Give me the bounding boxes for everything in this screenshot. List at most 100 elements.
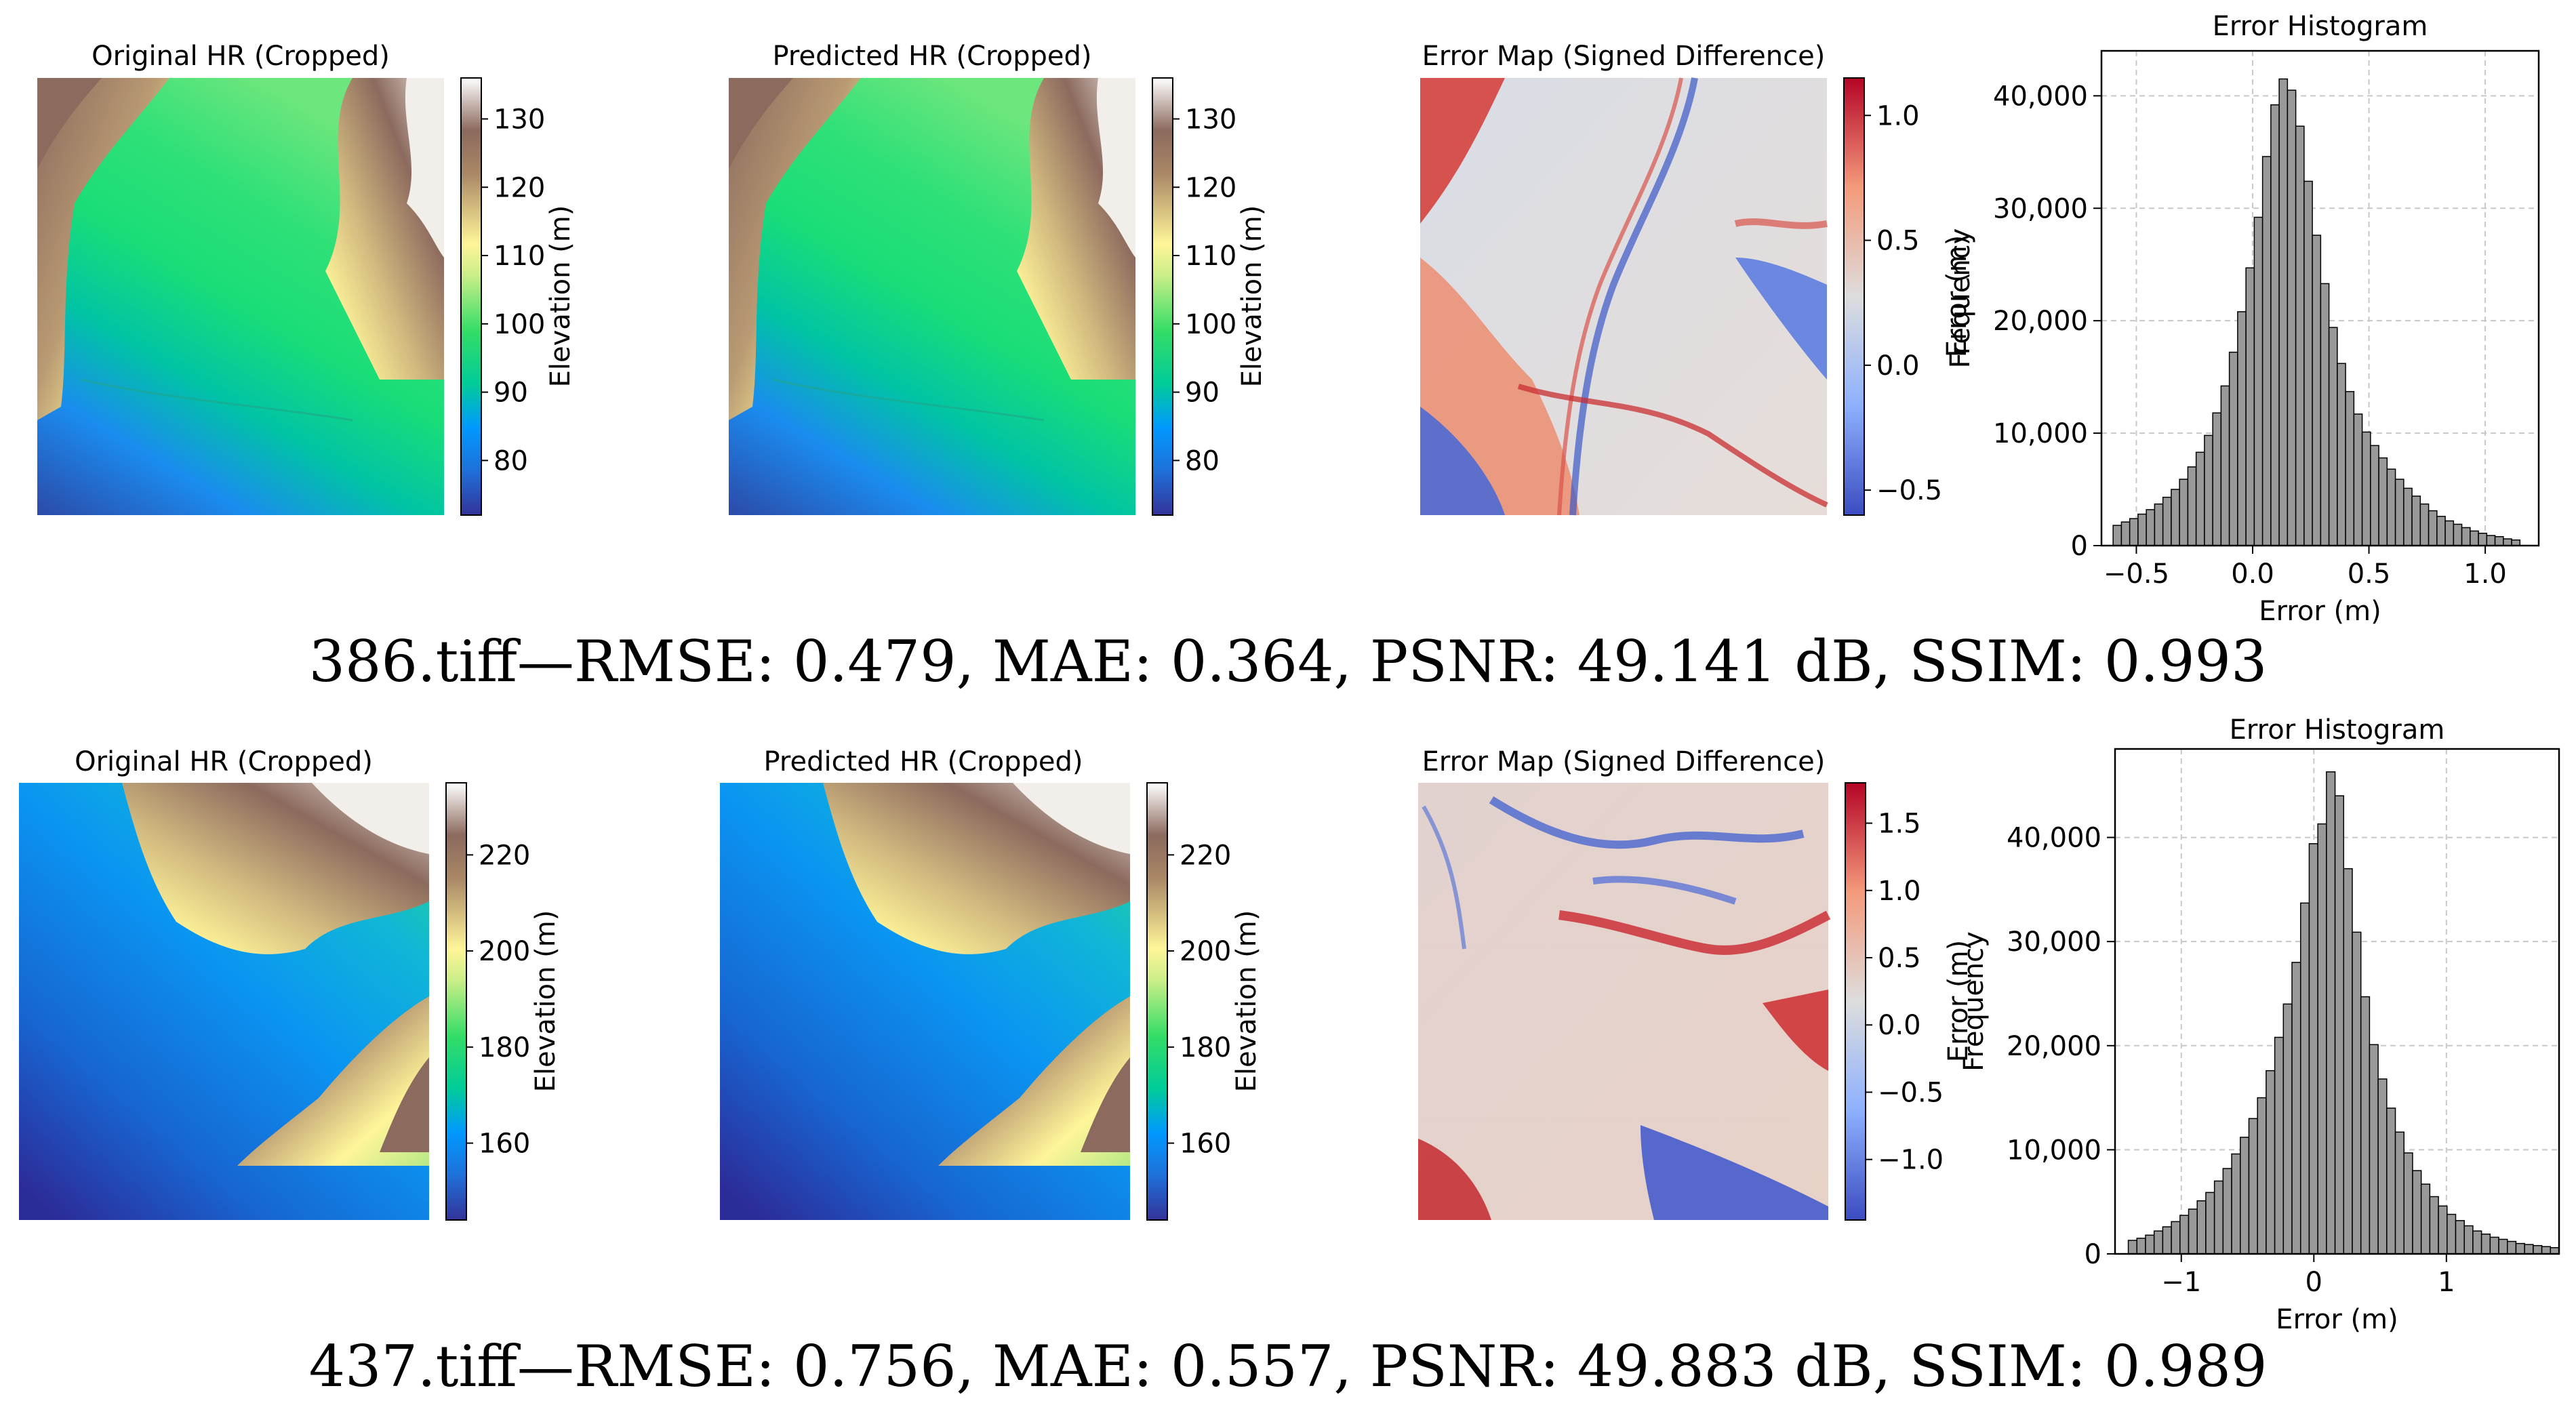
histogram-bar [2455, 1220, 2465, 1255]
plot-frame [2100, 49, 2540, 547]
histogram-bar [2386, 1107, 2396, 1255]
histogram-bar [2136, 1238, 2146, 1255]
y-tick-label: 0 [2071, 531, 2088, 562]
row1-error-colorbar-label: Error (m) [1941, 235, 1973, 357]
row1-predicted-colorbar: Elevation (m) [1152, 77, 1268, 516]
colorbar-tick-label: 200 [479, 936, 530, 967]
row2-caption: 437.tiff—RMSE: 0.756, MAE: 0.557, PSNR: … [309, 1333, 2268, 1400]
histogram-bar [2494, 535, 2504, 546]
histogram-bar [2303, 180, 2313, 546]
colorbar-tick-label: −1.0 [1878, 1145, 1944, 1176]
histogram-bar [2253, 216, 2263, 546]
histogram-bar [2248, 1118, 2258, 1255]
histogram-bar [2412, 1170, 2422, 1255]
colorbar-ticks-4: 160 180 200 220 [1167, 840, 1231, 1160]
colorbar-ticks-2: −0.5 0.0 0.5 1.0 [1864, 100, 1942, 506]
colorbar-tick-label: 90 [494, 378, 528, 409]
histogram-bar [2261, 156, 2272, 546]
colorbar-ticks-1: 80 90 100 110 120 130 [1173, 104, 1236, 476]
histogram-bar [2137, 513, 2147, 546]
colorbar-tick-label: 1.5 [1878, 809, 1921, 840]
histogram-bar [2337, 363, 2346, 546]
histogram-bar [2162, 1226, 2172, 1255]
histogram-bar [2196, 1200, 2207, 1255]
histogram-bar [2461, 527, 2471, 546]
x-tick-label: 0.0 [2231, 558, 2274, 590]
row2-predicted-colorbar-label: Elevation (m) [1231, 910, 1262, 1093]
colorbar-tick-label: 220 [479, 840, 530, 871]
colorbar-tick-label: 0.5 [1878, 943, 1921, 974]
row2-original-colorbar: Elevation (m) [445, 782, 561, 1221]
row1-original-panel: Original HR (Cropped) [37, 41, 444, 515]
histogram-xlabel: Error (m) [2259, 596, 2381, 627]
histogram-bar [2428, 510, 2438, 546]
histogram-bar [2328, 327, 2338, 546]
y-tick-label: 0 [2085, 1239, 2101, 1270]
histogram-bar [2369, 1044, 2379, 1255]
histogram-bar [2444, 520, 2455, 546]
histogram-bar [2317, 823, 2327, 1255]
histogram-bar [2480, 1234, 2491, 1255]
histogram-bar [2240, 1137, 2250, 1255]
row1-original-colorbar-label: Elevation (m) [545, 205, 576, 388]
histogram-bar [2257, 1097, 2267, 1255]
histogram-bar [2533, 1244, 2543, 1255]
histogram-bar [2524, 1244, 2534, 1255]
colorbar-tick-label: 220 [1180, 840, 1231, 871]
histogram-bar [2334, 795, 2345, 1255]
histogram-bar [2222, 1168, 2232, 1255]
row1-error-title: Error Map (Signed Difference) [1422, 41, 1826, 72]
histogram-bar [2171, 1221, 2181, 1255]
row2-error-colorbar: Error (m) [1845, 782, 1974, 1221]
histogram-bar [2420, 1183, 2431, 1255]
colorbar-tick-label: 110 [494, 241, 545, 272]
histogram-bar [2360, 996, 2371, 1255]
histogram-bar [2470, 530, 2479, 546]
row2-predicted-colorbar: Elevation (m) [1146, 782, 1262, 1221]
histogram-bar [2429, 1196, 2439, 1255]
histogram-bar [2237, 311, 2247, 546]
colorbar-tick-label: 160 [479, 1128, 530, 1160]
histogram-bar [2447, 1213, 2457, 1255]
colorbar-tick-label: −0.5 [1878, 1077, 1944, 1108]
histogram-bar [2503, 538, 2512, 546]
histogram-bar [2361, 431, 2371, 546]
histogram-bar [2320, 283, 2330, 546]
histogram-bar [2112, 525, 2122, 546]
y-tick-label: 40,000 [2007, 823, 2101, 854]
histogram-bar [2541, 1246, 2552, 1255]
histogram-bar [2403, 487, 2413, 546]
y-tick-label: 30,000 [1993, 193, 2088, 224]
colorbar-tick-label: 180 [1180, 1032, 1231, 1063]
histogram-bar [2120, 521, 2131, 546]
colorbar-tick-label: 90 [1185, 378, 1220, 409]
histogram-bar [2472, 1230, 2482, 1255]
colorbar-tick-label: 1.0 [1876, 100, 1920, 131]
colorbar-tick-label: 120 [494, 172, 545, 203]
histogram-bar [2231, 1153, 2241, 1255]
histogram-bar [2171, 489, 2180, 546]
x-tick-label: 1 [2438, 1267, 2455, 1298]
row1-original-title: Original HR (Cropped) [92, 41, 390, 72]
histogram-bar [2343, 868, 2353, 1255]
y-tick-label: 30,000 [2007, 927, 2101, 958]
x-tick-label: 1.0 [2463, 558, 2507, 590]
colorbar-tick-label: 100 [1185, 309, 1236, 340]
histogram-bar [2287, 89, 2297, 546]
histogram-bar [2486, 535, 2496, 546]
histogram-bar [2154, 503, 2164, 546]
row2-predicted-panel: Predicted HR (Cropped) [720, 746, 1130, 1220]
colorbar-ticks-0: 80 90 100 110 120 130 [481, 104, 545, 476]
histogram-bar [2394, 1131, 2404, 1255]
row1-caption: 386.tiff—RMSE: 0.479, MAE: 0.364, PSNR: … [309, 628, 2268, 695]
row1-predicted-title: Predicted HR (Cropped) [772, 41, 1091, 72]
colorbar-tick-label: 200 [1180, 936, 1231, 967]
colorbar-tick-label: −0.5 [1876, 475, 1942, 506]
row2-original-colorbar-label: Elevation (m) [530, 910, 561, 1093]
row2-predicted-title: Predicted HR (Cropped) [763, 746, 1083, 777]
histogram-bar [2188, 1208, 2198, 1255]
row2-error-colorbar-label: Error (m) [1943, 940, 1974, 1062]
y-tick-label: 40,000 [1993, 81, 2088, 112]
histogram-bar [2386, 468, 2396, 546]
x-tick-label: −0.5 [2104, 558, 2169, 590]
